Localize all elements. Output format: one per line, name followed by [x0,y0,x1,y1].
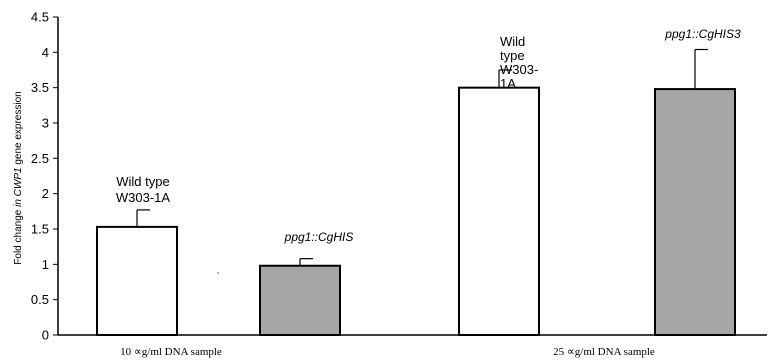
category-label: 25 ∝g/ml DNA sample [553,346,655,358]
category-labels: 10 ∝g/ml DNA sample 25 ∝g/ml DNA sample [120,346,655,358]
error-bars [137,50,708,266]
bar-annotation-line: Wild [500,34,525,49]
y-axis-label-prefix: Fold change [13,207,24,265]
bar-annotation-line: W303- [500,62,538,77]
bar-annotation-line: type [500,48,525,63]
y-tick-label: 1.5 [31,222,49,237]
svg-text:Fold change in CWP1 gene expre: Fold change in CWP1 gene expression [13,91,24,264]
y-tick-label: 2.5 [31,151,49,166]
bar [459,88,539,335]
stray-dot [217,272,219,274]
y-tick-label: 2 [42,186,49,201]
y-tick-label: 0 [42,328,49,343]
y-tick-label: 4.5 [31,10,49,25]
y-axis-label-suffix: gene expression [13,91,24,167]
bar-annotation: ppg1::CgHIS [284,230,354,244]
bar-annotation-line: 1A [500,76,516,91]
bar [97,227,177,335]
bar-annotation: Wild type W303-1A [500,34,538,91]
bar [655,89,735,335]
y-tick-label: 4 [42,45,49,60]
bar-annotation-line: Wild type [116,174,169,189]
bar-annotation: ppg1::CgHIS3 [664,27,741,41]
bar-annotation-line: ppg1::CgHIS [284,230,354,244]
y-tick-label: 1 [42,257,49,272]
bars [97,88,735,335]
bar-annotation-line: ppg1::CgHIS3 [664,27,741,41]
category-label: 10 ∝g/ml DNA sample [120,346,222,358]
y-tick-label: 0.5 [31,292,49,307]
y-axis-label-italic: in CWP1 [13,167,24,206]
y-tick-label: 3.5 [31,80,49,95]
y-ticks: 0 0.5 1 1.5 2 2.5 3 3.5 4 4.5 [31,10,58,343]
bar-annotation-line: W303-1A [116,190,171,205]
bar [260,266,340,335]
y-tick-label: 3 [42,116,49,131]
y-axis-label: Fold change in CWP1 gene expression [13,91,24,264]
bar-annotation: Wild type W303-1A [116,174,171,205]
